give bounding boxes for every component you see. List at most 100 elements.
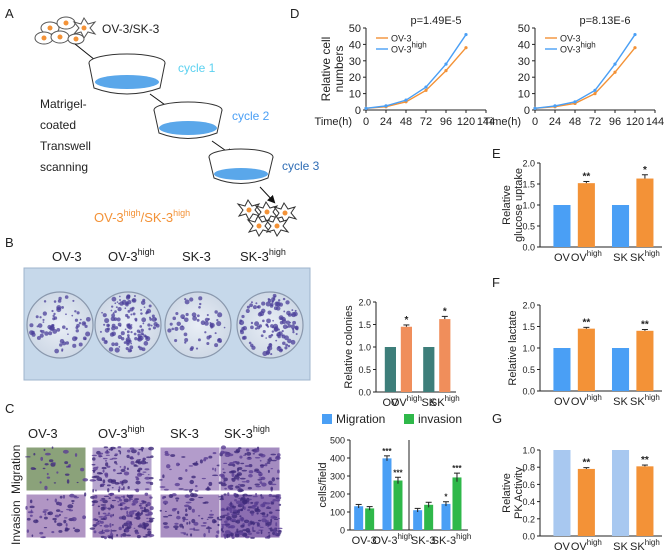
x-tick-label: 0 (363, 116, 369, 128)
cell-dot (255, 492, 258, 497)
colony-dot (44, 331, 49, 336)
cell-dot (73, 496, 80, 499)
cell-dot (146, 517, 149, 519)
cell-dot (65, 523, 68, 527)
x-tick-label: 120 (626, 116, 644, 128)
colony-dot (114, 326, 119, 330)
series-line-high (534, 34, 636, 110)
cell-dot (261, 482, 267, 487)
colony-dot (152, 326, 157, 330)
cell-dot (235, 500, 242, 505)
cell-dot (242, 495, 245, 498)
colony-dot (85, 316, 91, 322)
cell-dot (100, 535, 105, 539)
colony-dot (151, 316, 157, 322)
colony-dot (106, 323, 110, 328)
x-category-label: SK-3high (432, 532, 472, 547)
cell-dot (270, 467, 274, 470)
colony-dot (119, 295, 121, 298)
colony-dot (204, 317, 209, 322)
cell-dot (278, 503, 282, 506)
cell-dot (53, 482, 57, 484)
cell-dot (99, 479, 102, 481)
cell-dot (52, 517, 57, 521)
bar (384, 347, 396, 392)
cell-dot (241, 469, 248, 472)
cell-dot (184, 504, 190, 508)
cell-dot (105, 462, 109, 467)
cell-dot (239, 477, 246, 480)
cell-dot (174, 522, 179, 525)
x-category-label: SKhigh (430, 394, 460, 409)
colony-dot (172, 316, 177, 321)
data-point (573, 100, 577, 104)
cell-dot (256, 531, 260, 534)
bar (611, 348, 630, 391)
cell-dot (93, 479, 97, 482)
colony-dot (282, 324, 288, 330)
cell-dot (116, 533, 119, 537)
cell-dot (257, 519, 262, 522)
cell-dot (132, 499, 139, 504)
cell-dot (257, 470, 261, 474)
cell-dot (252, 495, 258, 498)
cell-dot (141, 449, 144, 452)
chart-b-relative-colonies: 0.0 0.5 1.0 1.5 2.0 OV * OVhigh SK * SKhigh Relativ… (343, 298, 460, 410)
colony-dot (134, 319, 138, 322)
colony-dot (75, 329, 79, 333)
cell-dot (84, 492, 87, 497)
colony-dot (35, 315, 39, 319)
cell-dot (256, 512, 259, 515)
cell-dot (176, 515, 181, 520)
cell-dot (135, 488, 140, 493)
colony-dot (269, 343, 272, 346)
colony-dot (114, 347, 120, 353)
y-tick-label: 30 (518, 56, 530, 68)
colony-dot (262, 330, 266, 334)
cell-dot (43, 516, 48, 520)
colony-dot (198, 296, 203, 301)
panel-label-e: E (492, 146, 501, 161)
bar-migration (382, 458, 392, 530)
cell-dot (136, 472, 143, 477)
cell-dot (120, 507, 123, 511)
cell-dot (203, 533, 206, 538)
colony-dot (129, 345, 134, 350)
colony-dot (167, 328, 172, 333)
plate-dish (164, 291, 232, 359)
colony-dot (146, 308, 152, 314)
cell-dot (120, 468, 126, 473)
cell-dot (240, 524, 245, 528)
cell-dot (268, 511, 273, 514)
colony-dot (119, 301, 124, 306)
x-category-label: SK (613, 252, 628, 264)
cell-dot (205, 487, 211, 491)
cell-dot (92, 503, 95, 506)
cell-dot (44, 485, 48, 490)
colony-dot (266, 325, 270, 328)
colony-dot (111, 326, 116, 331)
cell-dot (92, 488, 95, 493)
cell-dot (133, 464, 137, 467)
cell-dot (130, 449, 137, 454)
cell-dot (246, 520, 248, 523)
cell-dot (46, 476, 51, 479)
cell-dot (245, 535, 250, 539)
cell-dot (237, 479, 240, 481)
colony-dot (274, 301, 280, 307)
cell-dot (29, 499, 33, 504)
colony-dot (74, 318, 79, 322)
colony-dot (85, 331, 91, 337)
cell-dot (224, 524, 231, 526)
cell-dot (173, 508, 178, 510)
colony-dot (127, 323, 131, 326)
cell-dot (229, 506, 232, 510)
cell-dot (190, 533, 193, 537)
colony-dot (110, 309, 113, 312)
panel-label-a: A (5, 6, 14, 21)
colony-dot (179, 325, 185, 331)
cell-dot (225, 519, 228, 521)
cell-dot (30, 467, 36, 470)
x-category-label: SK-3 (411, 535, 435, 547)
cell-dot (64, 528, 70, 530)
